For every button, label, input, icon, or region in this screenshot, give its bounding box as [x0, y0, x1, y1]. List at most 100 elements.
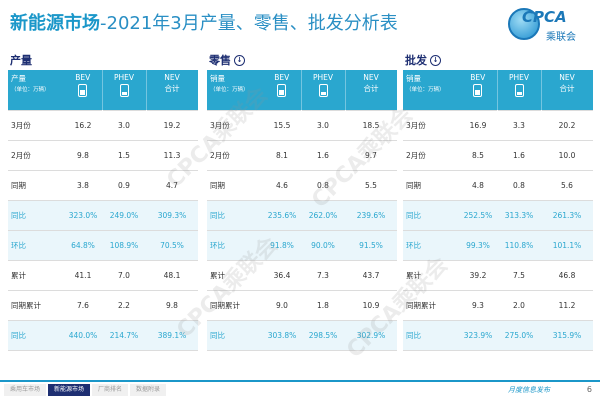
header-nev: NEV 合计: [541, 70, 594, 110]
footer-tab-ranking[interactable]: 厂商排名: [92, 384, 129, 396]
table-row: 同比 323.0% 249.0% 309.3%: [8, 199, 198, 230]
table-row: 同比 303.8% 298.5% 302.9%: [207, 319, 397, 351]
table-cell: 99.3%: [459, 229, 497, 260]
table-cell: 环比: [8, 229, 64, 260]
table-row: 累计 39.2 7.5 46.8: [403, 259, 593, 290]
table-cell: 275.0%: [497, 319, 541, 351]
table-cell: 0.8: [301, 169, 345, 200]
header-unit: （单位：万辆）: [11, 87, 50, 93]
panel-title-text: 批发: [405, 54, 427, 67]
table-cell: 同比: [8, 199, 64, 230]
table-cell: 3.0: [102, 109, 146, 140]
table-cell: 同比: [403, 199, 459, 230]
table-row: 同期 4.8 0.8 5.6: [403, 169, 593, 200]
table-cell: 同期累计: [8, 289, 64, 320]
table-cell: 91.5%: [345, 229, 397, 260]
table-cell: 9.8: [64, 139, 102, 170]
table-cell: 303.8%: [263, 319, 301, 351]
table-row: 环比 64.8% 108.9% 70.5%: [8, 229, 198, 260]
table-row: 同期累计 9.3 2.0 11.2: [403, 289, 593, 320]
table-cell: 108.9%: [102, 229, 146, 260]
table-cell: 环比: [403, 229, 459, 260]
table-row: 同期 4.6 0.8 5.5: [207, 169, 397, 200]
header-phev: PHEV: [301, 70, 346, 110]
panel-retail: 零售 ↓ 销量 （单位：万辆） BEV PHEV NEV 合计 3月份 15.5 3.0 18.5 2月…: [207, 50, 398, 351]
table-cell: 7.5: [497, 259, 541, 290]
table-cell: 249.0%: [102, 199, 146, 230]
footer-tab-nev[interactable]: 新能源市场: [48, 384, 91, 396]
footer-tabs: 乘用车市场 新能源市场 厂商排名 数据附录: [4, 384, 167, 396]
table-cell: 2月份: [8, 139, 64, 170]
data-table: 产量 （单位：万辆） BEV PHEV NEV 合计 3月份 16.2 3.0 19.2 2月份 9.…: [8, 70, 199, 351]
table-cell: 90.0%: [301, 229, 345, 260]
header-phev-text: PHEV: [113, 73, 135, 82]
table-cell: 323.0%: [64, 199, 102, 230]
header-total: 合计: [559, 84, 575, 93]
panel-title-text: 产量: [10, 54, 32, 67]
table-cell: 11.3: [146, 139, 198, 170]
table-cell: 1.6: [301, 139, 345, 170]
footer-tab-passenger[interactable]: 乘用车市场: [4, 384, 47, 396]
table-cell: 同期: [207, 169, 263, 200]
table-cell: 3月份: [403, 109, 459, 140]
panel-production: 产量产量 （单位：万辆） BEV PHEV NEV 合计 3月份 16.2 3.0 19.2 2月份…: [8, 50, 199, 351]
table-cell: 2.2: [102, 289, 146, 320]
panel-title: 零售 ↓: [207, 50, 397, 70]
table-cell: 16.2: [64, 109, 102, 140]
table-cell: 309.3%: [146, 199, 198, 230]
table-cell: 261.3%: [541, 199, 593, 230]
header-nev-text: NEV: [363, 73, 379, 82]
table-cell: 1.8: [301, 289, 345, 320]
panel-title: 产量: [8, 50, 198, 70]
header-bev-text: BEV: [274, 73, 290, 82]
table-cell: 101.1%: [541, 229, 593, 260]
table-cell: 5.5: [345, 169, 397, 200]
header-label-text: 销量: [406, 74, 421, 83]
table-cell: 43.7: [345, 259, 397, 290]
table-cell: 1.5: [102, 139, 146, 170]
panel-title: 批发 ↓: [403, 50, 593, 70]
footer-tab-appendix[interactable]: 数据附录: [130, 384, 167, 396]
table-cell: 同期累计: [403, 289, 459, 320]
table-cell: 252.5%: [459, 199, 497, 230]
table-cell: 11.2: [541, 289, 593, 320]
table-cell: 2月份: [207, 139, 263, 170]
header-nev-text: NEV: [164, 73, 180, 82]
table-cell: 235.6%: [263, 199, 301, 230]
header-total: 合计: [164, 84, 180, 93]
table-cell: 9.7: [345, 139, 397, 170]
table-row: 3月份 16.9 3.3 20.2: [403, 109, 593, 140]
table-cell: 440.0%: [64, 319, 102, 351]
footer-report-label: 月度信息发布: [508, 386, 550, 394]
table-cell: 48.1: [146, 259, 198, 290]
table-cell: 64.8%: [64, 229, 102, 260]
battery-icon: [473, 84, 483, 97]
table-cell: 5.6: [541, 169, 593, 200]
table-cell: 3.8: [64, 169, 102, 200]
header-label: 产量 （单位：万辆）: [8, 70, 64, 110]
header-unit: （单位：万辆）: [210, 87, 249, 93]
table-cell: 302.9%: [345, 319, 397, 351]
table-row: 同比 252.5% 313.3% 261.3%: [403, 199, 593, 230]
table-cell: 3月份: [207, 109, 263, 140]
header-label: 销量 （单位：万辆）: [403, 70, 459, 110]
table-cell: 同比: [403, 319, 459, 351]
page-title: 新能源市场-2021年3月产量、零售、批发分析表: [10, 10, 398, 38]
table-cell: 91.8%: [263, 229, 301, 260]
table-cell: 同期: [403, 169, 459, 200]
table-cell: 16.9: [459, 109, 497, 140]
header-nev-text: NEV: [559, 73, 575, 82]
table-cell: 同期累计: [207, 289, 263, 320]
table-row: 环比 91.8% 90.0% 91.5%: [207, 229, 397, 260]
table-row: 3月份 16.2 3.0 19.2: [8, 109, 198, 140]
page-number: 6: [586, 385, 592, 394]
table-cell: 214.7%: [102, 319, 146, 351]
header-phev-text: PHEV: [508, 73, 530, 82]
fuel-pump-icon: [318, 84, 328, 97]
header-bev: BEV: [64, 70, 103, 110]
header-bev-text: BEV: [75, 73, 91, 82]
table-row: 同比 323.9% 275.0% 315.9%: [403, 319, 593, 351]
table-cell: 同比: [207, 319, 263, 351]
table-row: 同期累计 9.0 1.8 10.9: [207, 289, 397, 320]
table-cell: 2.0: [497, 289, 541, 320]
